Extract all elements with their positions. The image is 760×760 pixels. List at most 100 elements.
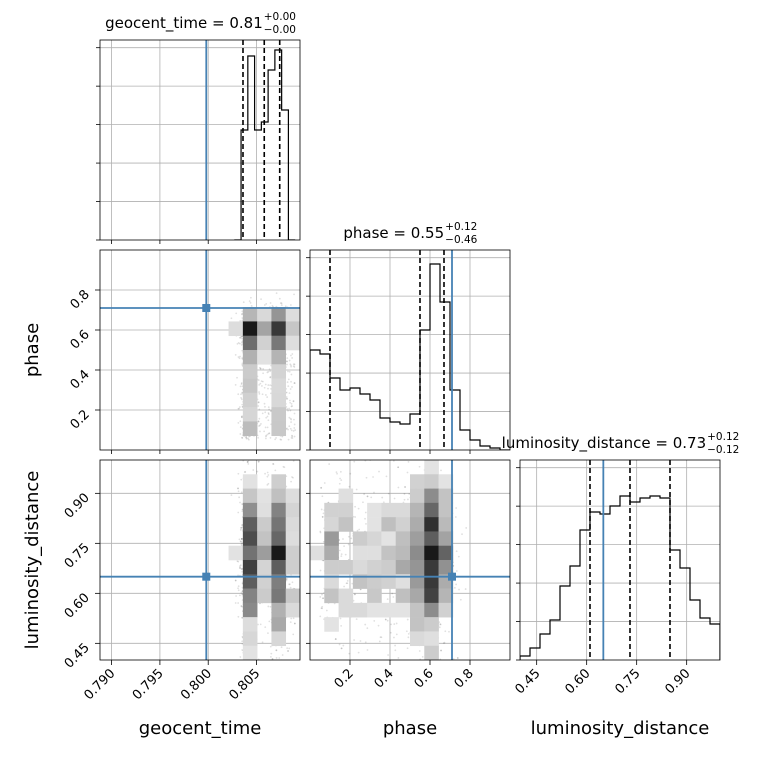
sample-point [289, 388, 292, 390]
sample-point [340, 555, 343, 557]
density-cell [324, 574, 339, 589]
sample-point [358, 528, 361, 531]
sample-point [241, 616, 244, 619]
sample-point [279, 302, 282, 304]
sample-point [259, 367, 262, 370]
sample-point [240, 478, 243, 481]
sample-point [257, 436, 259, 439]
density-cell [352, 574, 368, 589]
sample-point [354, 516, 357, 518]
sample-point [248, 300, 251, 303]
density-cell [324, 560, 339, 575]
sample-point [257, 420, 260, 423]
sample-point [257, 460, 260, 463]
sample-point [290, 364, 292, 367]
sample-point [403, 498, 406, 501]
sample-point [284, 305, 287, 308]
sample-point [362, 501, 364, 504]
sample-point [340, 647, 343, 650]
sample-point [282, 456, 284, 458]
hist-phase-frame [309, 249, 511, 451]
sample-point [261, 412, 264, 415]
sample-point [290, 405, 293, 408]
sample-point [289, 417, 292, 420]
sample-point [234, 353, 237, 356]
sample-point [280, 646, 283, 649]
sample-point [381, 496, 384, 499]
sample-point [230, 494, 233, 497]
sample-point [393, 623, 396, 625]
density-cell [242, 421, 258, 437]
density-cell [424, 545, 439, 561]
sample-point [261, 641, 264, 644]
density-cell [381, 531, 397, 547]
sample-point [440, 668, 442, 670]
sample-point [442, 642, 445, 645]
sample-point [235, 312, 238, 315]
sample-point [437, 691, 439, 693]
sample-point [373, 491, 375, 494]
hist-panel-luminosity_distance [520, 460, 720, 660]
sample-point [268, 438, 270, 440]
sample-point [241, 363, 244, 366]
sample-point [293, 435, 296, 438]
density-cell [367, 560, 382, 575]
density-cell [395, 560, 411, 575]
sample-point [267, 406, 270, 409]
density-cell [257, 335, 272, 351]
sample-point [243, 471, 246, 474]
sample-point [405, 661, 407, 663]
density-cell [271, 617, 287, 632]
sample-point [241, 510, 244, 513]
sample-point [237, 393, 240, 396]
density-cell [338, 517, 354, 532]
sample-point [256, 470, 259, 473]
sample-point [366, 627, 369, 630]
sample-point [287, 416, 289, 418]
sample-point [281, 435, 284, 438]
density-cell [438, 588, 454, 604]
sample-point [259, 424, 261, 427]
sample-point [239, 342, 241, 345]
sample-point [241, 403, 244, 406]
sample-point [393, 636, 395, 639]
sample-point [320, 486, 323, 489]
sample-point [344, 553, 347, 556]
hist-luminosity_distance-frame [519, 459, 721, 661]
sample-point [275, 441, 277, 443]
sample-point [269, 376, 272, 378]
sample-point [241, 319, 244, 322]
sample-point [237, 472, 240, 475]
sample-point [364, 623, 367, 626]
sample-point [266, 433, 269, 436]
sample-point [241, 357, 244, 359]
sample-point [267, 432, 270, 435]
sample-point [321, 593, 323, 596]
sample-point [267, 632, 269, 635]
sample-point [372, 476, 374, 478]
sample-point [240, 415, 243, 418]
sample-point [258, 366, 261, 369]
sample-point [359, 640, 362, 642]
density-cell [381, 574, 397, 589]
sample-point [440, 649, 442, 652]
sample-point [240, 537, 243, 540]
density-cell [228, 321, 244, 337]
density-cell [271, 560, 287, 575]
sample-point [286, 427, 288, 430]
density-cell [257, 517, 272, 532]
sample-point [421, 446, 423, 448]
density-cell [242, 588, 258, 604]
sample-point [286, 357, 289, 360]
truth-marker [202, 572, 211, 581]
sample-point [287, 370, 289, 373]
histogram-step [310, 263, 510, 450]
density-cell [410, 588, 425, 604]
density-cell [352, 545, 368, 561]
sample-point [366, 663, 368, 665]
sample-point [288, 583, 291, 586]
sample-point [342, 644, 345, 647]
sample-point [257, 401, 260, 404]
sample-point [280, 438, 283, 441]
sample-point [343, 585, 345, 588]
